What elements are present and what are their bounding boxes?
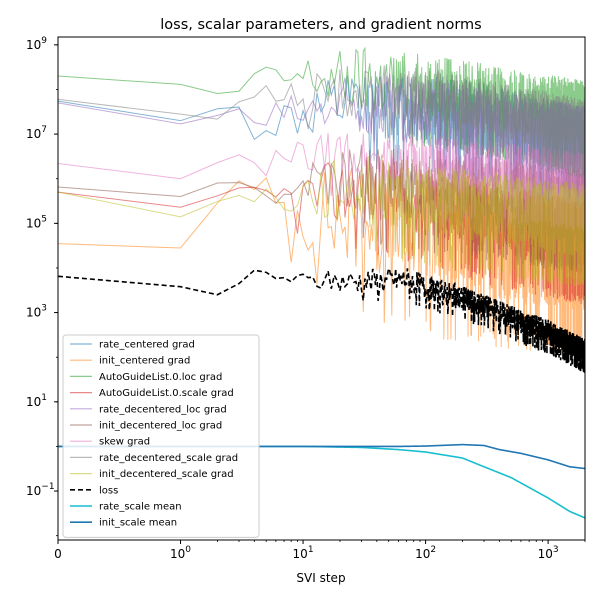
y-tick-label: 101 (26, 393, 47, 409)
legend-label-rate-decentered-loc-grad: rate_decentered_loc grad (99, 404, 227, 415)
legend-label-skew-grad: skew grad (99, 437, 150, 448)
x-tick-label: 101 (293, 545, 314, 561)
series-line-loss (58, 265, 585, 374)
series-line-init-scale-mean (58, 443, 585, 470)
series-line-rate-decentered-scale-grad (58, 65, 585, 179)
legend-label-init-decentered-scale-grad: init_decentered_scale grad (99, 469, 234, 480)
legend-label-init-centered-grad: init_centered grad (99, 356, 190, 367)
x-tick-label: 103 (538, 545, 559, 561)
x-tick-label: 0 (54, 547, 62, 561)
y-tick-label: 107 (26, 125, 47, 141)
legend-label-init-scale-mean: init_scale mean (99, 518, 177, 529)
chart-title: loss, scalar parameters, and gradient no… (160, 17, 481, 33)
y-tick-label: 109 (26, 36, 47, 52)
y-tick-label: 105 (26, 214, 47, 230)
legend-label-rate-scale-mean: rate_scale mean (99, 502, 182, 513)
legend: rate_centered grad init_centered grad Auto… (62, 334, 260, 538)
series-group (58, 46, 585, 519)
legend-label-init-decentered-loc-grad: init_decentered_loc grad (99, 421, 222, 432)
plot-frame (57, 36, 586, 541)
legend-label-loss: loss (99, 485, 118, 496)
x-axis: 0 100 101 102 103 (54, 540, 586, 561)
x-axis-label: SVI step (296, 571, 345, 585)
legend-label-rate-centered-grad: rate_centered grad (99, 340, 195, 351)
x-tick-label: 102 (415, 545, 436, 561)
series-line-rate-scale-mean (58, 445, 585, 519)
plot-layer (58, 46, 585, 519)
legend-label-autoguidelist-0-scale-grad: AutoGuideList.0.scale grad (99, 388, 234, 399)
y-axis: 10−1 101 103 105 107 109 (26, 36, 58, 537)
legend-label-rate-decentered-scale-grad: rate_decentered_scale grad (99, 453, 238, 464)
y-tick-label: 103 (26, 304, 47, 320)
legend-label-autoguidelist-0-loc-grad: AutoGuideList.0.loc grad (99, 372, 222, 383)
series-line-init-decentered-scale-grad (58, 155, 585, 287)
y-tick-label: 10−1 (26, 482, 55, 498)
x-tick-label: 100 (170, 545, 191, 561)
legend-box (62, 334, 260, 538)
